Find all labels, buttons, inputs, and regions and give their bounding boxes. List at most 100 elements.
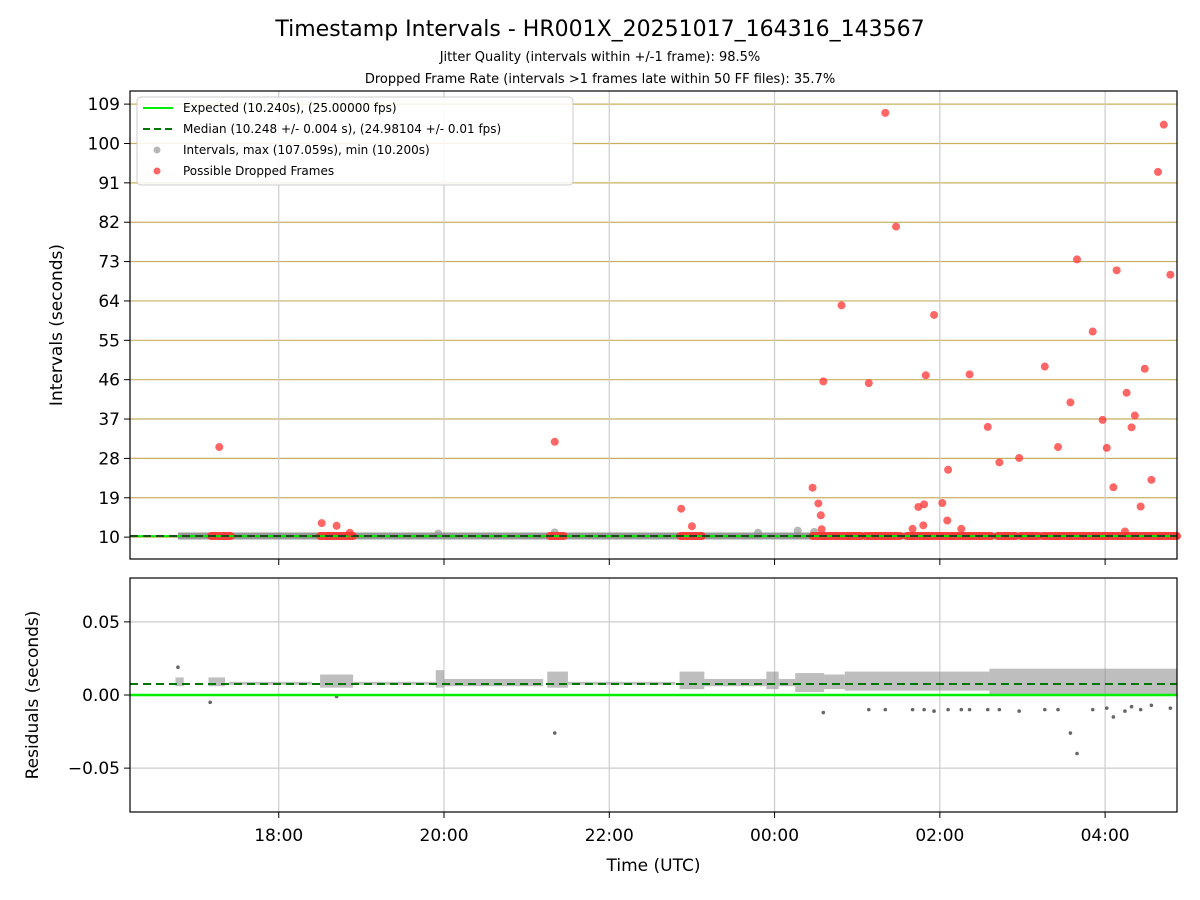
residual-band-8	[567, 681, 676, 685]
dropped-point-6	[687, 522, 696, 531]
residual-point-25	[1138, 707, 1143, 712]
dropped-point-33	[1073, 255, 1082, 264]
intervals-ytick-label-55: 55	[98, 331, 120, 351]
residual-band-15	[844, 671, 990, 691]
dropped-point-31	[1054, 443, 1063, 452]
dropped-point-25	[957, 524, 966, 533]
residual-point-12	[967, 707, 972, 712]
residual-point-3	[552, 731, 557, 735]
residual-band-16	[989, 668, 1177, 695]
residuals-xtick-label-4: 02:00	[915, 826, 964, 846]
residual-band-14	[824, 674, 845, 690]
residual-band-0	[175, 677, 184, 687]
residual-point-19	[1075, 751, 1079, 756]
legend-intervals-label: Intervals, max (107.059s), min (10.200s)	[183, 143, 430, 157]
legend-dropped-swatch	[153, 167, 161, 175]
dropped-point-20	[921, 371, 930, 380]
residual-point-9	[932, 709, 936, 713]
residual-point-1	[208, 700, 212, 705]
dropped-point-48	[1166, 270, 1175, 279]
residual-point-15	[1017, 709, 1021, 713]
dropped-point-12	[837, 301, 846, 310]
residual-point-14	[997, 707, 1002, 712]
residuals-ytick-label-2: 0.05	[82, 613, 120, 633]
dropped-point-45	[1147, 475, 1156, 484]
legend-expected-label: Expected (10.240s), (25.00000 fps)	[183, 101, 397, 115]
residual-point-18	[1068, 731, 1073, 735]
intervals-ytick-label-10: 10	[98, 528, 120, 548]
intervals-ytick-label-100: 100	[88, 134, 120, 154]
residual-point-6	[883, 707, 888, 712]
dropped-point-28	[995, 458, 1004, 467]
dropped-point-23	[943, 516, 952, 525]
residuals-panel: −0.05 0.00 0.05 18:00 20:00 22:00 00:00 02:00 04…	[23, 577, 1178, 876]
residual-band-1	[208, 677, 226, 687]
residual-point-26	[1149, 703, 1154, 708]
intervals-ytick-label-82: 82	[98, 213, 120, 233]
legend-median-label: Median (10.248 +/- 0.004 s), (24.98104 +…	[183, 122, 501, 136]
residual-point-8	[922, 707, 926, 712]
residual-point-20	[1090, 707, 1095, 712]
dropped-point-14	[881, 108, 890, 117]
dropped-point-24	[944, 465, 953, 474]
residual-point-5	[866, 707, 871, 712]
intervals-ytick-label-64: 64	[98, 292, 120, 312]
interval-point-2	[754, 528, 763, 537]
dropped-point-40	[1122, 388, 1131, 397]
residual-point-23	[1123, 709, 1127, 713]
dropped-point-39	[1120, 527, 1129, 536]
dropped-point-41	[1127, 423, 1136, 432]
dropped-point-47	[1159, 120, 1168, 129]
residual-band-13	[795, 673, 825, 693]
residuals-xtick-label-1: 20:00	[420, 826, 469, 846]
dropped-point-19	[920, 500, 929, 509]
residuals-ylabel: Residuals (seconds)	[23, 611, 43, 780]
residual-band-5	[435, 670, 445, 688]
dropped-point-32	[1066, 398, 1075, 407]
residuals-xtick-label-5: 04:00	[1081, 826, 1130, 846]
interval-point-3	[793, 526, 802, 535]
dropped-point-34	[1088, 327, 1097, 336]
residual-band-3	[320, 674, 354, 688]
chart-subtitle-dropped: Dropped Frame Rate (intervals >1 frames …	[365, 72, 835, 87]
dropped-point-22	[938, 499, 947, 508]
intervals-ytick-label-46: 46	[98, 371, 120, 391]
legend-intervals-swatch	[153, 146, 161, 154]
dropped-point-18	[919, 521, 928, 530]
dropped-point-10	[817, 525, 826, 534]
dropped-point-44	[1140, 364, 1149, 373]
dropped-point-46	[1153, 167, 1162, 176]
dropped-point-27	[983, 422, 992, 431]
residuals-ytick-label-0: −0.05	[68, 759, 120, 779]
intervals-ytick-label-91: 91	[98, 174, 120, 194]
intervals-ylabel: Intervals (seconds)	[47, 244, 67, 406]
dropped-point-26	[965, 370, 974, 379]
residual-point-16	[1042, 707, 1047, 712]
dropped-point-30	[1040, 362, 1049, 371]
intervals-ytick-label-19: 19	[98, 489, 120, 509]
chart-subtitle-jitter: Jitter Quality (intervals within +/-1 fr…	[439, 50, 761, 65]
residual-point-27	[1168, 706, 1173, 710]
dropped-point-0	[215, 443, 224, 452]
dropped-point-36	[1102, 443, 1111, 452]
residual-band-10	[704, 678, 767, 687]
dropped-point-21	[930, 310, 939, 319]
residual-point-11	[959, 707, 964, 712]
intervals-ytick-label-73: 73	[98, 253, 120, 273]
residual-band-11	[766, 671, 779, 690]
chart-title: Timestamp Intervals - HR001X_20251017_16…	[274, 17, 924, 42]
dropped-point-2	[332, 521, 341, 530]
residuals-xtick-label-3: 00:00	[750, 826, 799, 846]
dropped-point-1	[317, 519, 326, 528]
dropped-point-35	[1098, 415, 1107, 424]
residuals-xtick-label-0: 18:00	[254, 826, 303, 846]
residuals-ytick-label-1: 0.00	[82, 686, 120, 706]
dropped-point-11	[819, 377, 828, 386]
x-axis-label: Time (UTC)	[606, 856, 701, 876]
dropped-point-29	[1015, 453, 1024, 462]
residual-point-21	[1104, 706, 1109, 710]
intervals-ytick-label-28: 28	[98, 449, 120, 469]
residual-band-12	[778, 678, 796, 687]
dropped-point-38	[1112, 266, 1121, 275]
dropped-point-15	[892, 222, 901, 231]
